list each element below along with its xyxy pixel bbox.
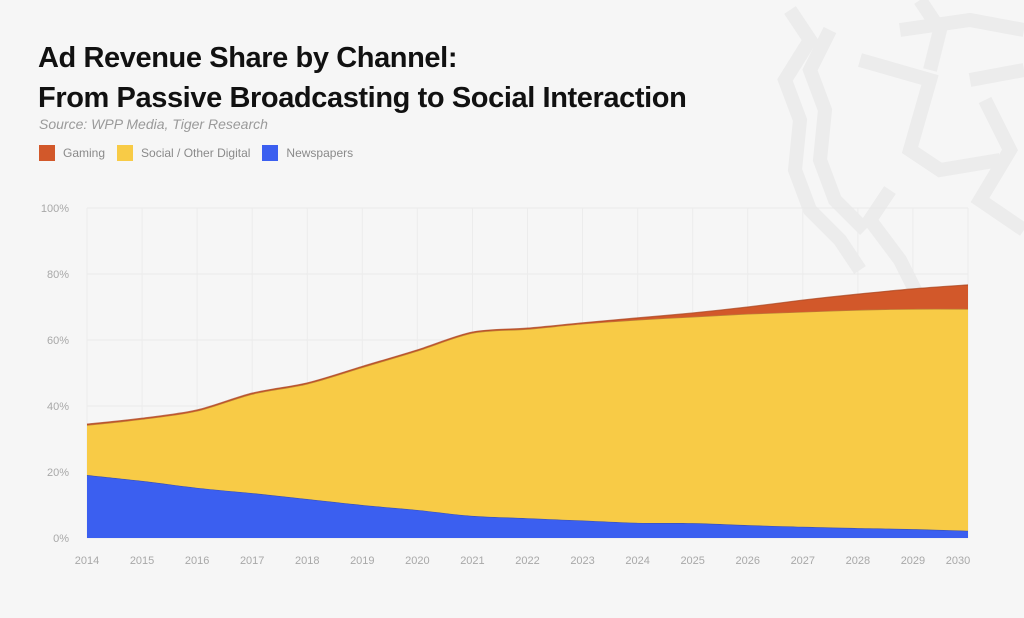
- x-tick-label: 2023: [570, 555, 594, 567]
- legend-swatch-gaming: [39, 145, 55, 161]
- x-tick-label: 2018: [295, 555, 319, 567]
- x-tick-label: 2016: [185, 555, 209, 567]
- x-tick-label: 2021: [460, 555, 484, 567]
- y-tick-label: 40%: [47, 401, 69, 413]
- x-tick-label: 2017: [240, 555, 264, 567]
- legend-label-gaming: Gaming: [63, 146, 106, 160]
- x-tick-label: 2030: [946, 555, 970, 567]
- area-newspapers: [87, 474, 968, 538]
- legend-swatch-social: [117, 145, 134, 161]
- x-tick-label: 2026: [736, 555, 760, 567]
- legend: Gaming Social / Other Digital Newspapers: [39, 145, 365, 161]
- legend-item-gaming: Gaming: [39, 145, 105, 161]
- x-tick-label: 2024: [625, 555, 649, 567]
- area-edge-gaming: [86, 284, 969, 425]
- legend-label-newspapers: Newspapers: [286, 146, 354, 160]
- x-tick-label: 2020: [405, 555, 429, 567]
- chart-title: Ad Revenue Share by Channel: From Passiv…: [38, 38, 687, 118]
- legend-swatch-newspapers: [262, 145, 279, 161]
- x-tick-label: 2019: [350, 555, 374, 567]
- tiger-watermark-logo: [777, 0, 1024, 304]
- area-social-other-digital: [87, 308, 968, 531]
- title-line-2: From Passive Broadcasting to Social Inte…: [38, 82, 687, 114]
- y-tick-label: 100%: [41, 203, 69, 215]
- y-tick-label: 80%: [47, 269, 69, 281]
- source-note: Source: WPP Media, Tiger Research: [39, 116, 268, 132]
- y-tick-label: 20%: [47, 467, 69, 479]
- title-line-1: Ad Revenue Share by Channel:: [38, 42, 458, 74]
- x-tick-label: 2015: [130, 555, 154, 567]
- legend-item-newspapers: Newspapers: [262, 145, 353, 161]
- y-tick-label: 0%: [53, 533, 69, 545]
- x-tick-label: 2028: [846, 555, 870, 567]
- legend-item-social: Social / Other Digital: [117, 145, 250, 161]
- y-tick-label: 60%: [47, 335, 69, 347]
- x-tick-label: 2029: [901, 555, 925, 567]
- x-tick-label: 2014: [75, 555, 99, 567]
- x-tick-label: 2025: [680, 555, 704, 567]
- x-tick-label: 2027: [791, 555, 815, 567]
- legend-label-social: Social / Other Digital: [141, 146, 251, 160]
- x-tick-label: 2022: [515, 555, 539, 567]
- area-gaming: [87, 284, 968, 426]
